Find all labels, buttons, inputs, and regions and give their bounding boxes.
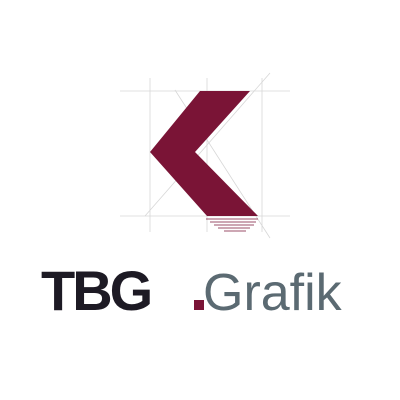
brand-suffix: Grafik (203, 264, 343, 322)
brand-dot (194, 300, 204, 310)
brand-name: TBG (41, 259, 151, 322)
reflection-lines (206, 218, 258, 232)
guide-line (144, 72, 271, 217)
logo-wordmark: TBG Grafik (41, 259, 343, 322)
chevron-k-icon (150, 91, 258, 216)
